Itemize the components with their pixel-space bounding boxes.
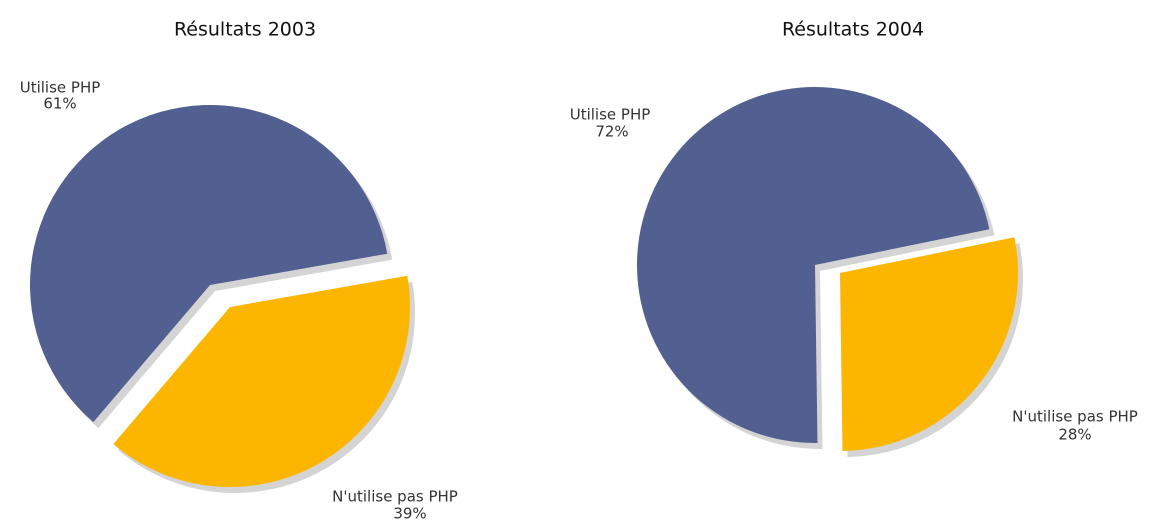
- slice: [113, 275, 410, 488]
- slice-label: N'utilise pas PHP: [332, 488, 458, 506]
- chart-title: Résultats 2004: [782, 19, 924, 41]
- slice: [636, 86, 990, 443]
- slice-value-label: 28%: [1058, 426, 1091, 444]
- slice-value-label: 39%: [393, 505, 426, 521]
- chart-title: Résultats 2003: [174, 19, 316, 41]
- slice: [840, 237, 1018, 451]
- slice-label: Utilise PHP: [570, 106, 651, 124]
- slice-label: Utilise PHP: [20, 79, 101, 97]
- slice-value-label: 72%: [595, 123, 628, 141]
- slice-label: N'utilise pas PHP: [1012, 408, 1138, 426]
- slice: [29, 105, 388, 423]
- slice-value-label: 61%: [43, 95, 76, 113]
